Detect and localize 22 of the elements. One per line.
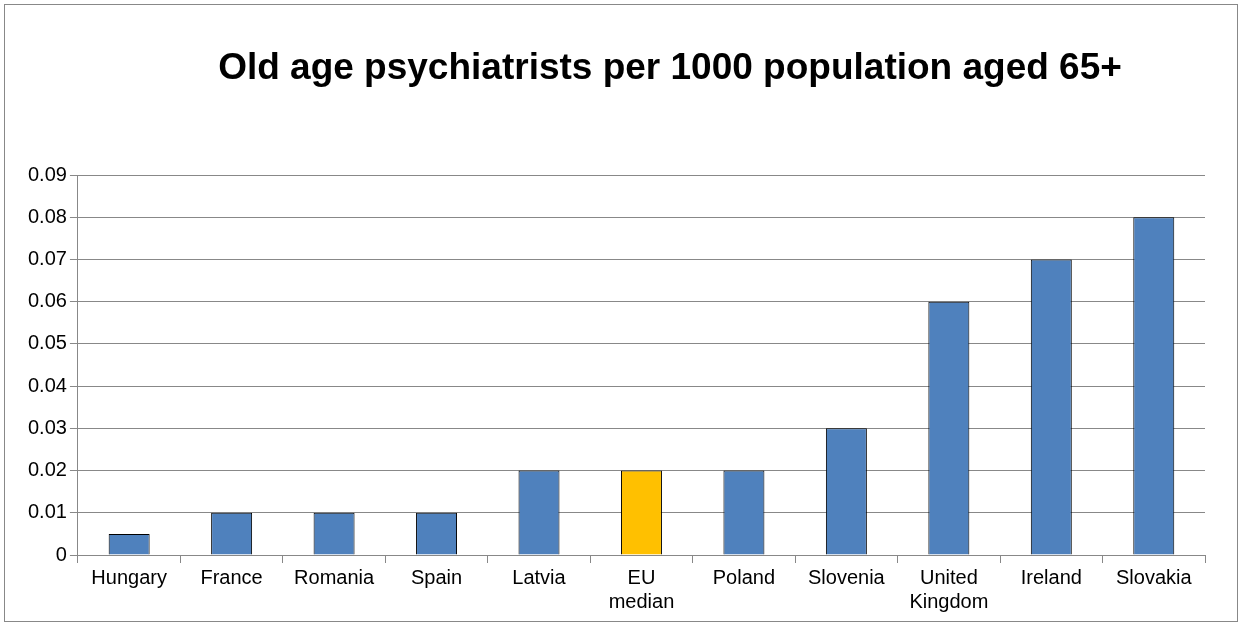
- y-tick-label: 0.05: [27, 331, 67, 354]
- y-tick-label: 0.06: [27, 289, 67, 312]
- x-tick-label: Slovenia: [808, 565, 886, 588]
- x-tick-label: EU median: [608, 565, 675, 612]
- x-tick-label: Latvia: [512, 565, 567, 588]
- x-tick-label: Spain: [410, 565, 463, 588]
- y-tick-label: 0.09: [27, 162, 67, 185]
- y-tick-label: 0: [55, 542, 67, 565]
- y-tick-label: 0.07: [27, 246, 67, 269]
- x-tick-label: Romania: [294, 565, 375, 588]
- y-tick-label: 0.03: [27, 415, 67, 438]
- x-tick-label: Poland: [712, 565, 776, 588]
- x-tick-label: United Kingdom: [909, 565, 989, 612]
- x-tick-label: Hungary: [91, 565, 167, 588]
- y-tick-label: 0.01: [27, 500, 67, 523]
- chart-title: Old age psychiatrists per 1000 population aged 65+: [217, 45, 1123, 89]
- x-tick-label: France: [200, 565, 263, 588]
- y-tick-label: 0.02: [27, 458, 67, 481]
- y-tick-label: 0.04: [27, 373, 67, 396]
- x-tick-label: Ireland: [1020, 565, 1082, 588]
- x-tick-label: Slovakia: [1115, 565, 1193, 588]
- y-tick-label: 0.08: [27, 204, 67, 227]
